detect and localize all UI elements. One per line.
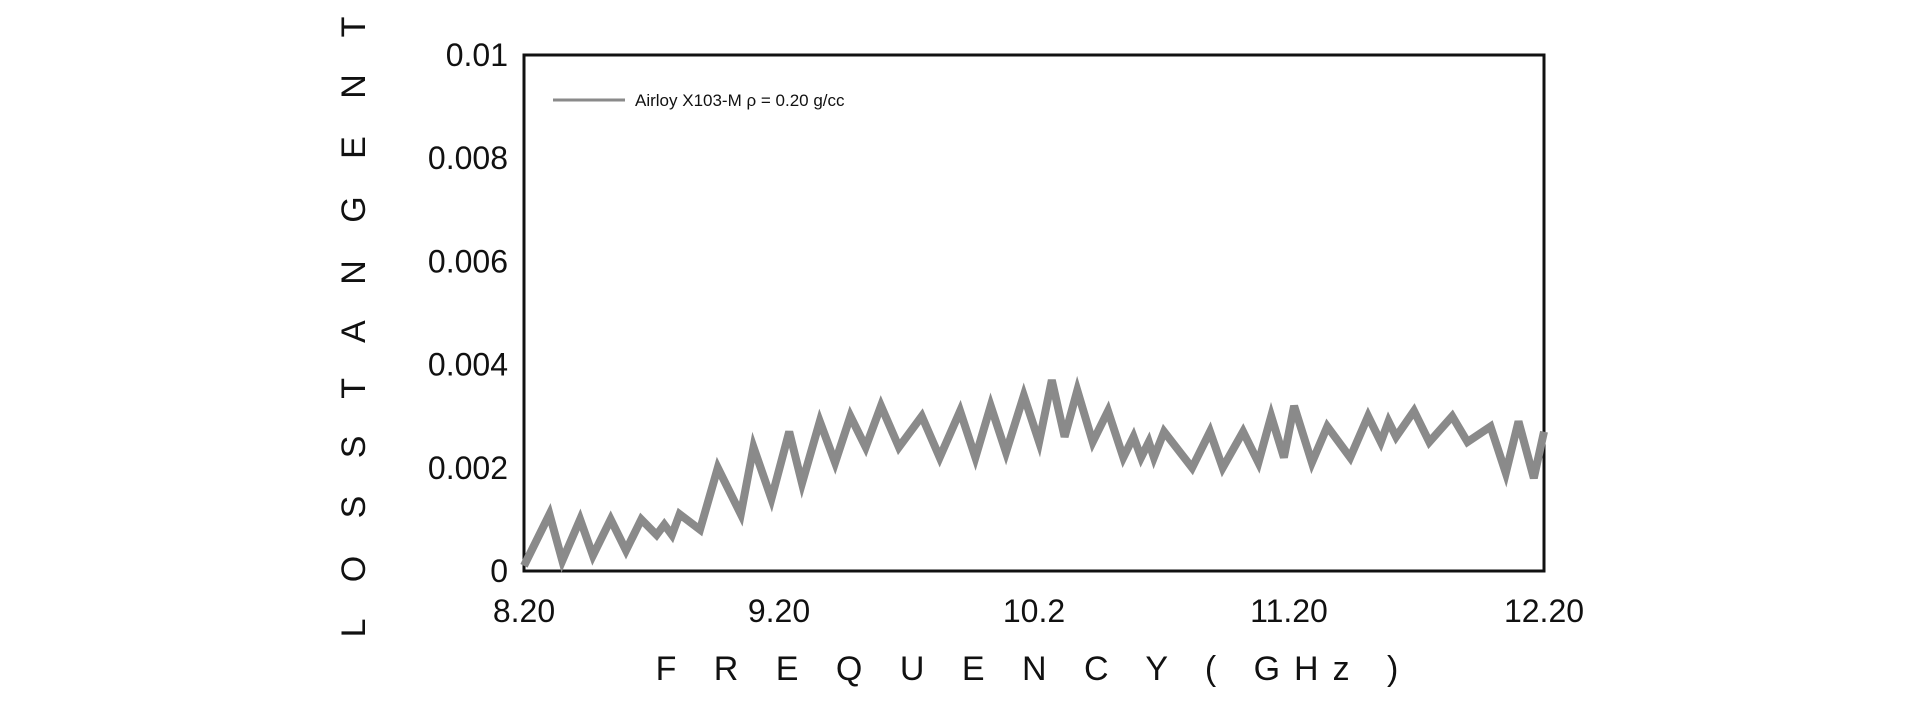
- y-tick-label: 0.002: [428, 450, 508, 486]
- plot-frame: [522, 53, 1546, 573]
- x-axis-ticks: 8.20 9.20 10.2 11.20 12.20: [493, 593, 1584, 629]
- x-tick-label: 11.20: [1250, 593, 1328, 629]
- x-tick-label: 8.20: [493, 593, 555, 629]
- y-tick-label: 0.01: [446, 37, 508, 73]
- x-tick-label: 9.20: [748, 593, 810, 629]
- series-line: [520, 375, 1548, 573]
- y-axis-ticks: 0 0.002 0.004 0.006 0.008 0.01: [428, 37, 508, 589]
- series-layer: [520, 375, 1548, 573]
- legend-label: Airloy X103-M ρ = 0.20 g/cc: [635, 91, 845, 110]
- y-tick-label: 0.008: [428, 140, 508, 176]
- y-tick-label: 0.006: [428, 243, 508, 279]
- x-tick-label: 10.2: [1003, 593, 1065, 629]
- y-tick-label: 0.004: [428, 347, 508, 383]
- x-tick-label: 12.20: [1504, 593, 1584, 629]
- legend: Airloy X103-M ρ = 0.20 g/cc: [553, 91, 845, 110]
- y-tick-label: 0: [490, 553, 508, 589]
- y-axis-label: L O S S T A N G E N T: [335, 3, 373, 638]
- x-axis-label: F R E Q U E N C Y ( GHz ): [656, 650, 1413, 688]
